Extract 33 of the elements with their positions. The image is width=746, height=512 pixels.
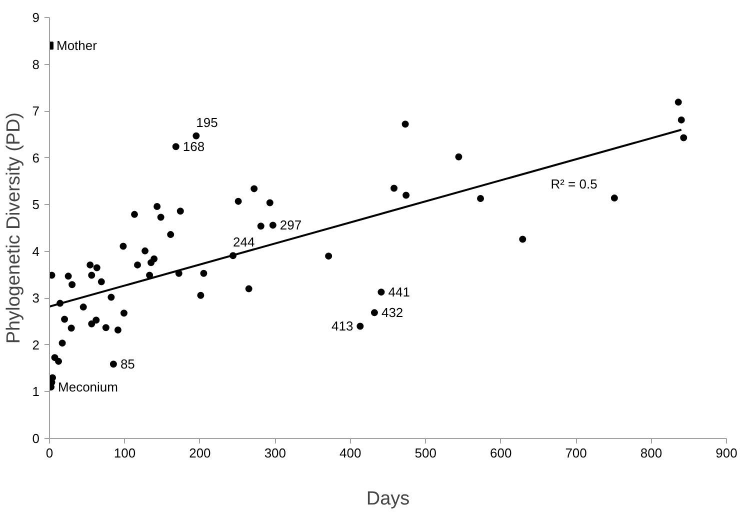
annotation: 432 bbox=[381, 305, 404, 320]
y-axis-title: Phylogenetic Diversity (PD) bbox=[3, 112, 24, 344]
annotation: 441 bbox=[388, 284, 410, 300]
y-tick-label: 8 bbox=[32, 56, 40, 72]
x-tick-label: 600 bbox=[490, 446, 512, 460]
x-tick-label: 700 bbox=[565, 446, 587, 460]
y-tick-label: 1 bbox=[32, 384, 40, 400]
annotation: 195 bbox=[196, 114, 218, 130]
y-tick-label: 4 bbox=[32, 244, 40, 259]
annotation: 413 bbox=[331, 318, 354, 334]
y-tick-label: 3 bbox=[32, 290, 40, 306]
annotation: Meconium bbox=[58, 380, 118, 395]
x-tick-label: 0 bbox=[46, 446, 54, 460]
annotation: 244 bbox=[233, 234, 255, 250]
annotation: 297 bbox=[280, 218, 302, 233]
x-axis-title: Days bbox=[366, 488, 410, 510]
x-tick-label: 200 bbox=[189, 446, 211, 460]
y-tick-label: 0 bbox=[32, 431, 40, 446]
x-tick-label: 900 bbox=[716, 446, 738, 460]
x-tick-label: 100 bbox=[114, 446, 136, 460]
x-tick-label: 800 bbox=[640, 446, 662, 460]
annotation: Mother bbox=[56, 38, 98, 54]
x-tick-label: 400 bbox=[340, 446, 362, 460]
annotation: 85 bbox=[120, 356, 135, 372]
y-tick-label: 9 bbox=[32, 10, 40, 25]
annotation: R² = 0.5 bbox=[550, 176, 598, 192]
y-tick-label: 2 bbox=[32, 337, 40, 352]
x-tick-label: 500 bbox=[414, 446, 436, 460]
x-tick-label: 300 bbox=[264, 446, 286, 460]
y-tick-label: 5 bbox=[32, 197, 40, 212]
annotation: 168 bbox=[182, 139, 205, 154]
y-tick-label: 6 bbox=[32, 150, 40, 166]
y-tick-label: 7 bbox=[32, 104, 40, 119]
